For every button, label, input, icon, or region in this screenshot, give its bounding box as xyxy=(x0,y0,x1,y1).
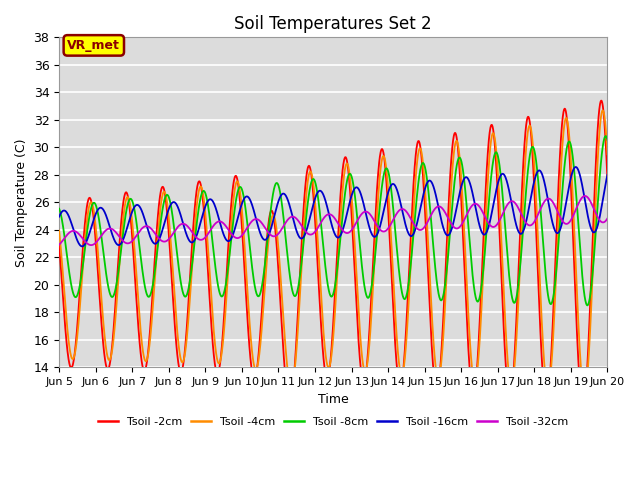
X-axis label: Time: Time xyxy=(318,393,349,406)
Y-axis label: Soil Temperature (C): Soil Temperature (C) xyxy=(15,138,28,266)
Text: VR_met: VR_met xyxy=(67,39,120,52)
Title: Soil Temperatures Set 2: Soil Temperatures Set 2 xyxy=(234,15,432,33)
Legend: Tsoil -2cm, Tsoil -4cm, Tsoil -8cm, Tsoil -16cm, Tsoil -32cm: Tsoil -2cm, Tsoil -4cm, Tsoil -8cm, Tsoi… xyxy=(94,413,573,432)
